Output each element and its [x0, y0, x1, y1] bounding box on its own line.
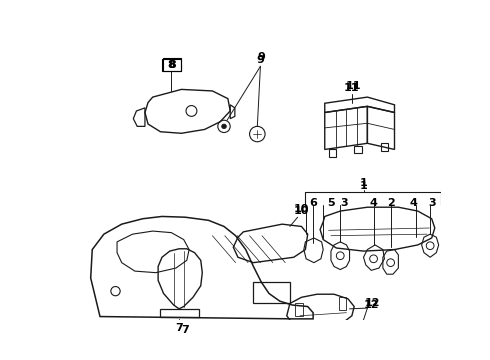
Text: 9: 9	[256, 55, 265, 65]
Text: 3: 3	[341, 198, 348, 208]
Text: 1: 1	[360, 181, 368, 191]
Text: 6: 6	[309, 198, 317, 208]
Text: 7: 7	[181, 325, 189, 336]
Text: 8: 8	[168, 60, 175, 70]
Text: 12: 12	[365, 298, 381, 308]
Text: 1: 1	[360, 178, 368, 188]
Text: 3: 3	[428, 198, 436, 208]
Text: 9: 9	[257, 52, 265, 62]
Text: 10: 10	[294, 206, 309, 216]
Text: 4: 4	[369, 198, 377, 208]
Text: 7: 7	[175, 323, 183, 333]
Text: 10: 10	[294, 204, 309, 214]
Circle shape	[221, 124, 226, 129]
Text: 11: 11	[345, 81, 361, 91]
Text: 2: 2	[387, 198, 394, 208]
Text: 12: 12	[364, 300, 379, 310]
Text: 11: 11	[344, 83, 360, 93]
Text: 8: 8	[168, 60, 176, 70]
Text: 5: 5	[327, 198, 335, 208]
Text: 4: 4	[410, 198, 418, 208]
